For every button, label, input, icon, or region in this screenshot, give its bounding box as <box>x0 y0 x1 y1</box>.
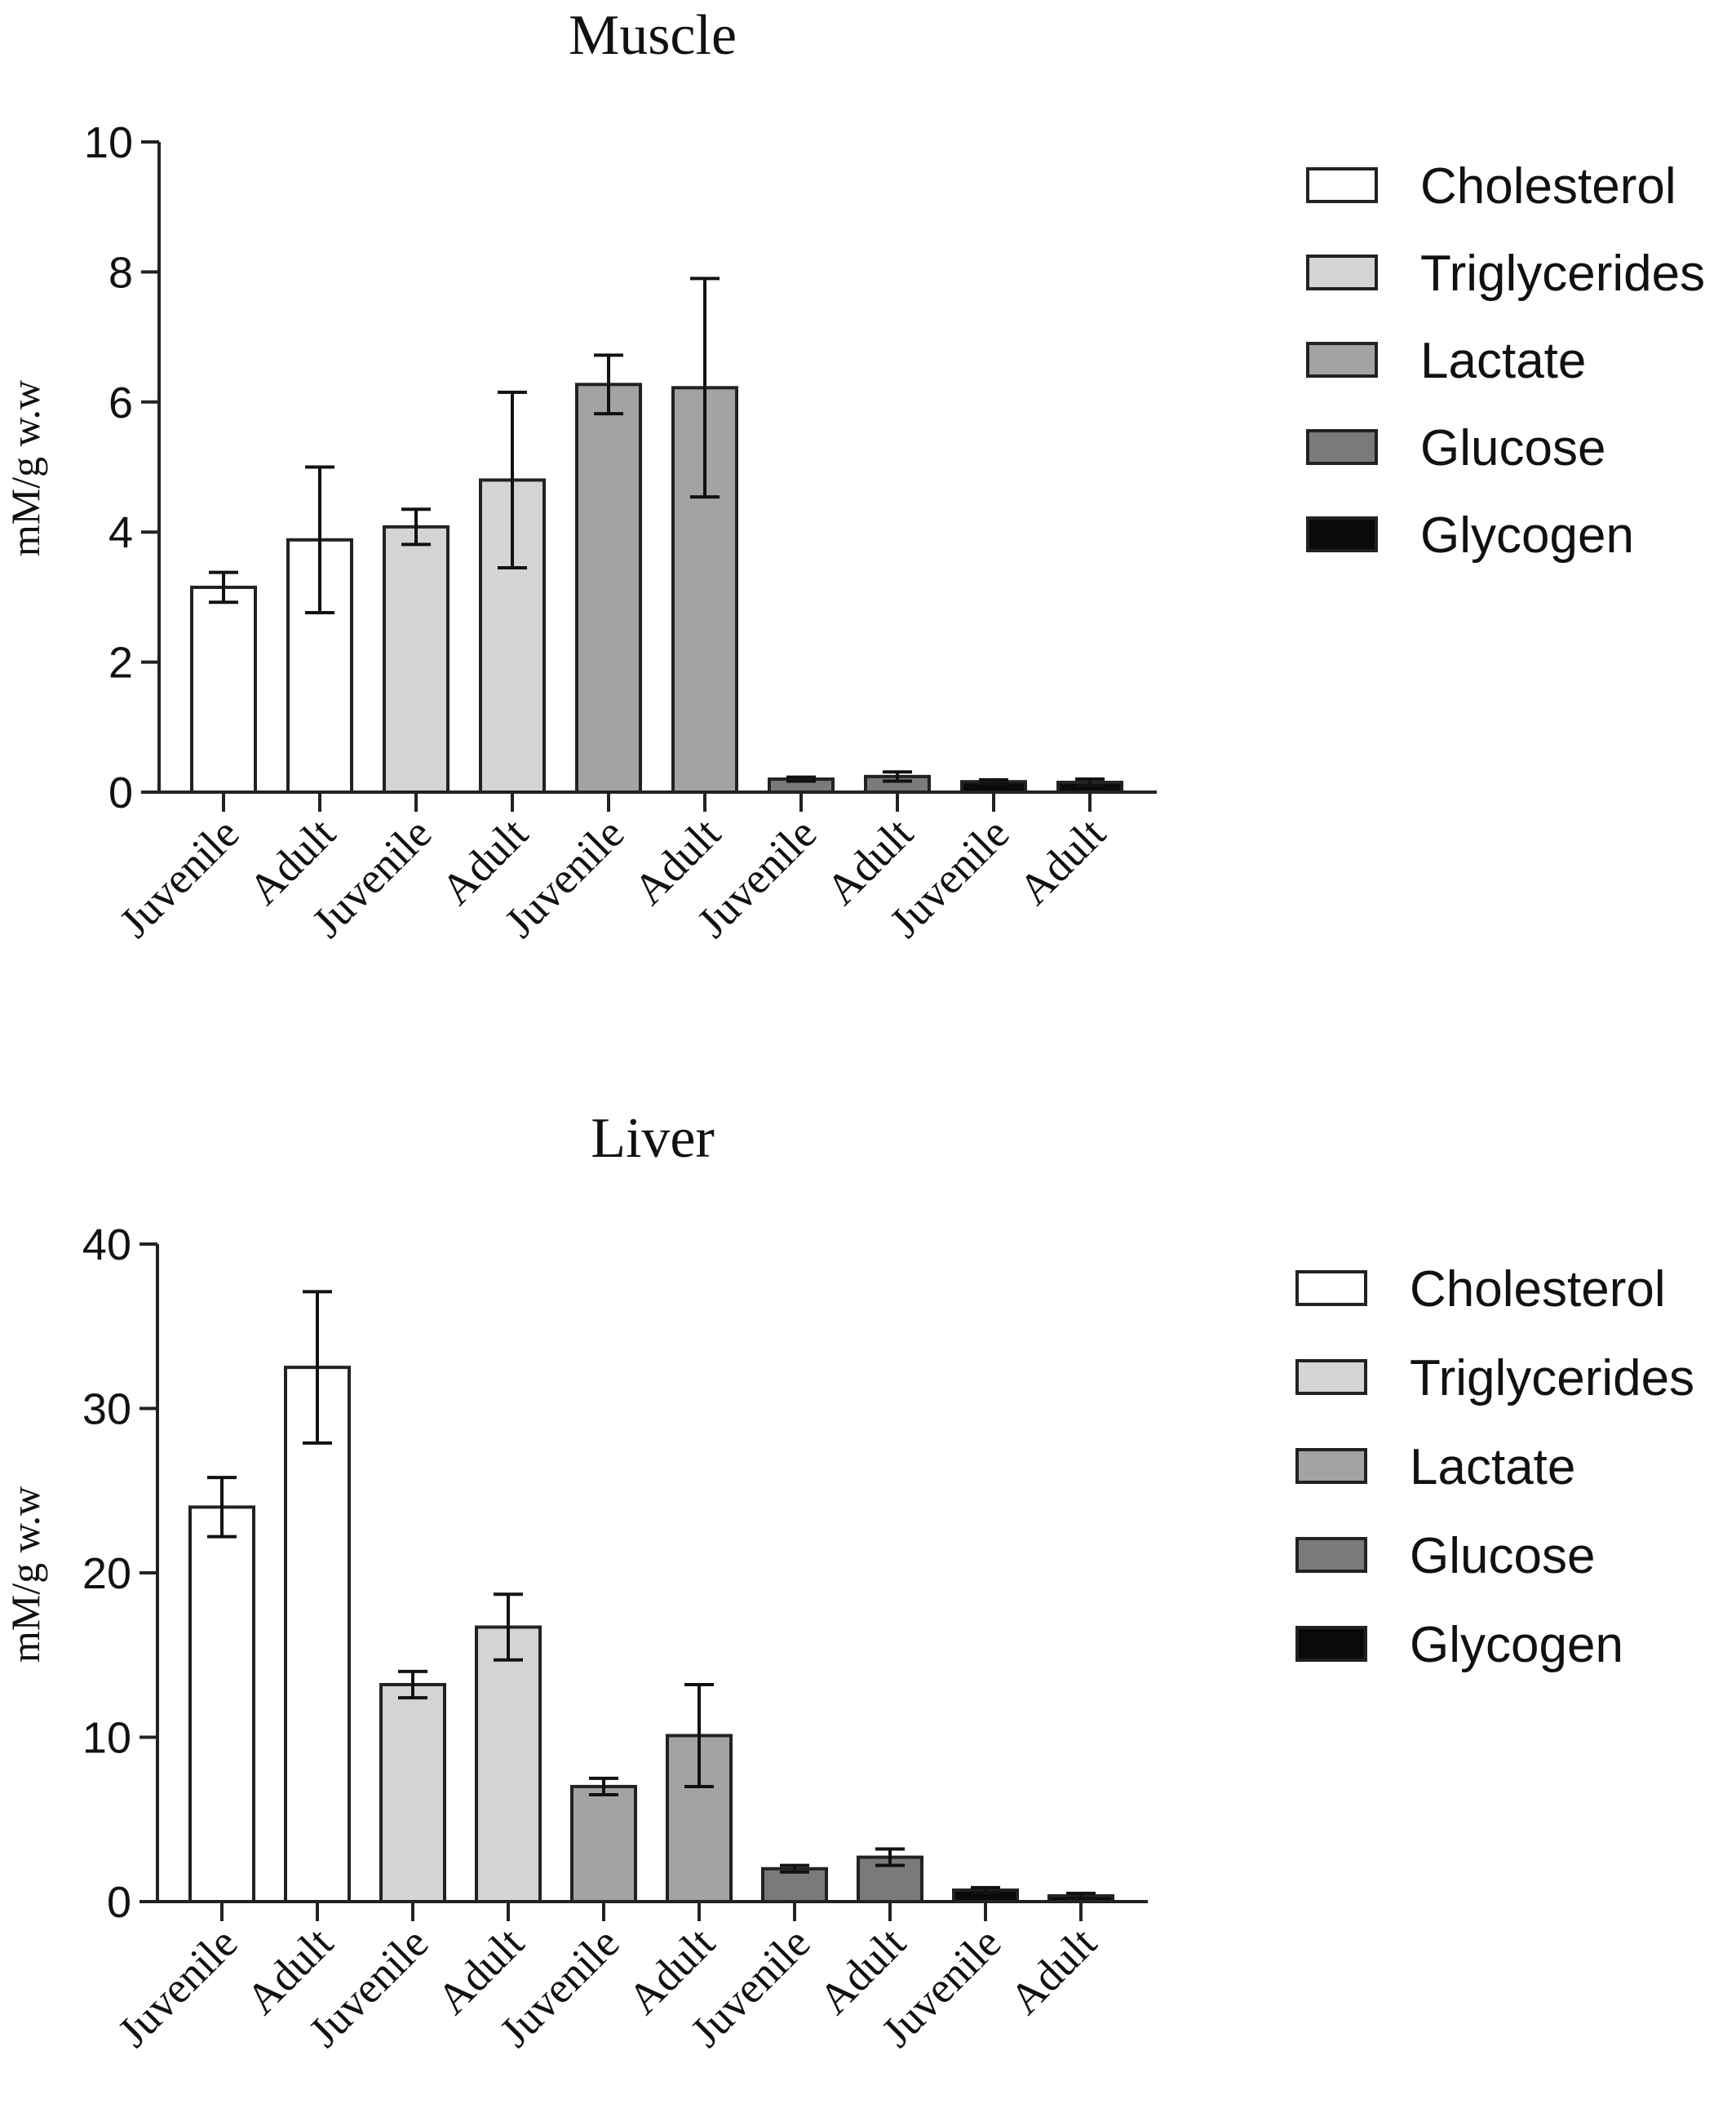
bar-glucose-juvenile <box>761 1867 828 1903</box>
y-ticks: 0 2 4 6 8 10 <box>84 118 159 817</box>
legend-label: Cholesterol <box>1410 1261 1666 1318</box>
error-bar <box>401 507 431 547</box>
bar-cholesterol-adult <box>284 1366 351 1903</box>
bar-cholesterol-juvenile <box>188 1505 255 1904</box>
error-bar <box>786 775 816 783</box>
legend-label: Lactate <box>1420 333 1586 389</box>
error-bar <box>207 1476 237 1539</box>
legend-item-glycogen: Glycogen <box>1295 1617 1623 1673</box>
error-bar <box>883 770 912 783</box>
x-ticks: JuvenileAdultJuvenileAdultJuvenileAdultJ… <box>108 1902 1105 2057</box>
error-bar <box>1066 1891 1096 1900</box>
y-tick-label: 0 <box>108 768 133 817</box>
x-tick-label: Juvenile <box>108 1918 247 2057</box>
legend-item-triglycerides: Triglycerides <box>1306 246 1705 302</box>
legend-swatch <box>1306 342 1378 378</box>
error-bar <box>780 1863 809 1874</box>
error-bar <box>1075 777 1105 788</box>
error-bar <box>690 277 720 499</box>
bar-lactate-juvenile <box>575 383 642 794</box>
legend-label: Triglycerides <box>1410 1350 1694 1406</box>
legend-label: Cholesterol <box>1420 158 1676 215</box>
chart-title: Muscle <box>569 4 737 67</box>
legend-item-cholesterol: Cholesterol <box>1306 158 1676 215</box>
legend-swatch <box>1306 516 1378 552</box>
legend-swatch <box>1295 1448 1367 1484</box>
y-axis-label: mM/g w.w <box>2 1486 48 1663</box>
bar-lactate-juvenile <box>570 1784 637 1903</box>
error-bar <box>398 1669 427 1700</box>
error-bar <box>209 570 238 604</box>
axes <box>157 142 1157 794</box>
bar-cholesterol-juvenile <box>190 585 257 794</box>
error-bar <box>979 777 1008 786</box>
legend-label: Triglycerides <box>1420 246 1705 302</box>
legend-swatch <box>1295 1626 1367 1662</box>
error-bar <box>594 353 623 416</box>
error-bar <box>305 465 334 615</box>
legend-swatch <box>1295 1270 1367 1306</box>
bar-layer <box>190 383 1123 795</box>
error-bar <box>971 1885 1000 1894</box>
y-tick-label: 8 <box>108 248 133 297</box>
y-tick-label: 2 <box>108 639 133 688</box>
bar-triglycerides-adult <box>475 1625 542 1903</box>
y-tick-label: 4 <box>108 508 133 557</box>
error-bar-layer <box>207 1290 1096 1900</box>
error-bar <box>303 1290 332 1445</box>
y-tick-label: 10 <box>82 1714 131 1763</box>
chart-title: Liver <box>591 1107 715 1170</box>
y-tick-label: 6 <box>108 379 133 427</box>
legend-item-glucose: Glucose <box>1306 420 1605 476</box>
legend-swatch <box>1306 429 1378 465</box>
error-bar <box>498 390 527 570</box>
legend-item-lactate: Lactate <box>1295 1439 1575 1495</box>
legend-swatch <box>1295 1537 1367 1573</box>
x-ticks: JuvenileAdultJuvenileAdultJuvenileAdultJ… <box>110 792 1114 947</box>
error-bar <box>684 1683 714 1788</box>
legend-item-lactate: Lactate <box>1306 333 1586 389</box>
legend-label: Glucose <box>1420 420 1605 476</box>
x-tick-label: Adult <box>1000 1918 1105 2023</box>
y-ticks: 0 10 20 30 40 <box>82 1220 157 1927</box>
legend-swatch <box>1306 255 1378 290</box>
x-tick-label: Juvenile <box>110 808 249 947</box>
legend-swatch <box>1306 167 1378 203</box>
legend: Cholesterol Triglycerides Lactate Glucose Gl… <box>1306 158 1705 564</box>
y-axis-label: mM/g w.w <box>2 380 48 556</box>
legend-item-glucose: Glucose <box>1295 1528 1595 1584</box>
legend: Cholesterol Triglycerides Lactate Glucose Gl… <box>1295 1261 1694 1673</box>
legend-item-triglycerides: Triglycerides <box>1295 1350 1694 1406</box>
legend-label: Glycogen <box>1420 507 1634 564</box>
bar-triglycerides-juvenile <box>379 1683 446 1904</box>
legend-label: Glycogen <box>1410 1617 1623 1673</box>
legend-label: Lactate <box>1410 1439 1575 1495</box>
error-bar <box>589 1776 618 1797</box>
x-tick-label: Adult <box>1009 808 1114 914</box>
bar-triglycerides-juvenile <box>383 525 450 794</box>
legend-item-glycogen: Glycogen <box>1306 507 1634 564</box>
legend-item-cholesterol: Cholesterol <box>1295 1261 1666 1318</box>
error-bar-layer <box>209 277 1105 788</box>
y-tick-label: 30 <box>82 1385 131 1434</box>
error-bar <box>875 1847 905 1867</box>
bar-layer <box>188 1366 1114 1904</box>
y-tick-label: 0 <box>107 1878 131 1927</box>
y-tick-label: 20 <box>82 1549 131 1598</box>
y-tick-label: 40 <box>82 1220 131 1269</box>
y-tick-label: 10 <box>84 118 133 167</box>
legend-swatch <box>1295 1359 1367 1395</box>
legend-label: Glucose <box>1410 1528 1595 1584</box>
error-bar <box>494 1592 523 1662</box>
